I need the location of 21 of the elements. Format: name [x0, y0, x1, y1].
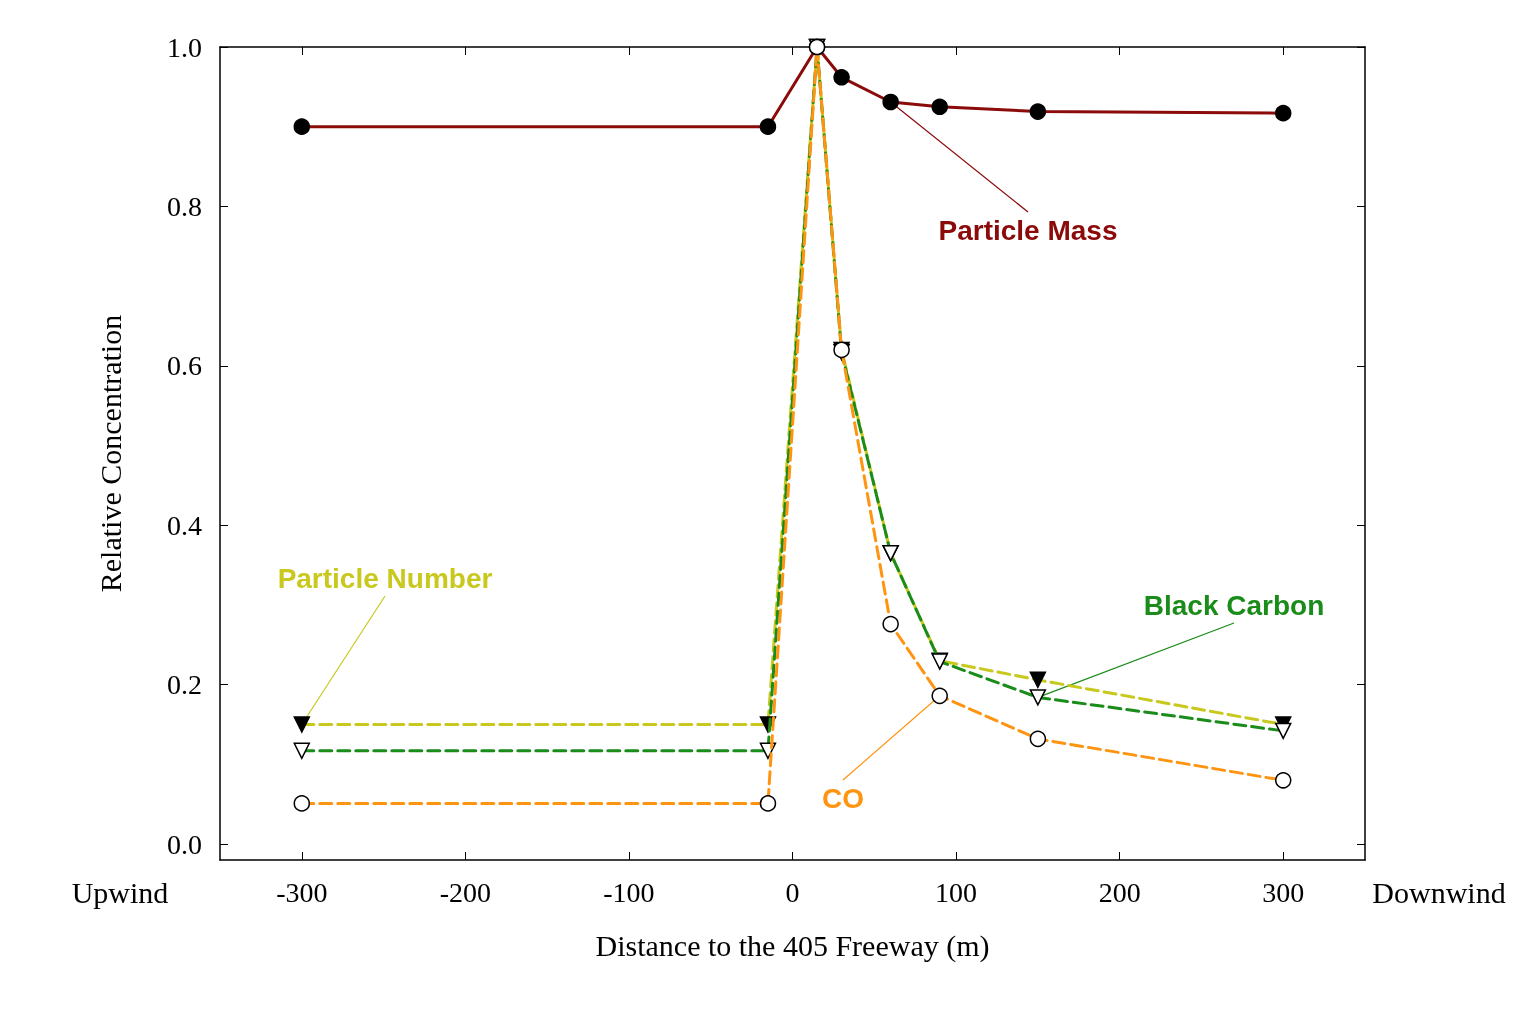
x-tick-label: -100	[603, 876, 655, 908]
x-tick-label: 0	[785, 876, 800, 908]
x-tick-label: -200	[439, 876, 492, 908]
y-tick-label: 0.2	[167, 669, 202, 701]
y-tick-label: 0.0	[167, 828, 202, 860]
x-tick-label: 300	[1262, 876, 1305, 908]
text: Black Carbon	[1143, 589, 1325, 621]
y-tick-label: 0.8	[167, 190, 202, 222]
y-tick-label: 0.6	[167, 350, 202, 382]
text: Particle Mass	[938, 214, 1118, 246]
x-tick-label: 200	[1098, 876, 1141, 908]
y-tick-label: 0.4	[167, 509, 202, 541]
text: Particle Number	[277, 562, 493, 594]
x-tick-label: -300	[276, 876, 328, 908]
series-label: CO	[822, 782, 864, 814]
y-axis-title: Relative Concentration	[93, 314, 127, 593]
x-axis-title: Distance to the 405 Freeway (m)	[595, 928, 990, 963]
text: Upwind	[71, 875, 169, 909]
text: Downwind	[1372, 875, 1506, 909]
x-tick-label: 100	[935, 876, 978, 908]
y-tick-label: 1.0	[167, 31, 202, 63]
